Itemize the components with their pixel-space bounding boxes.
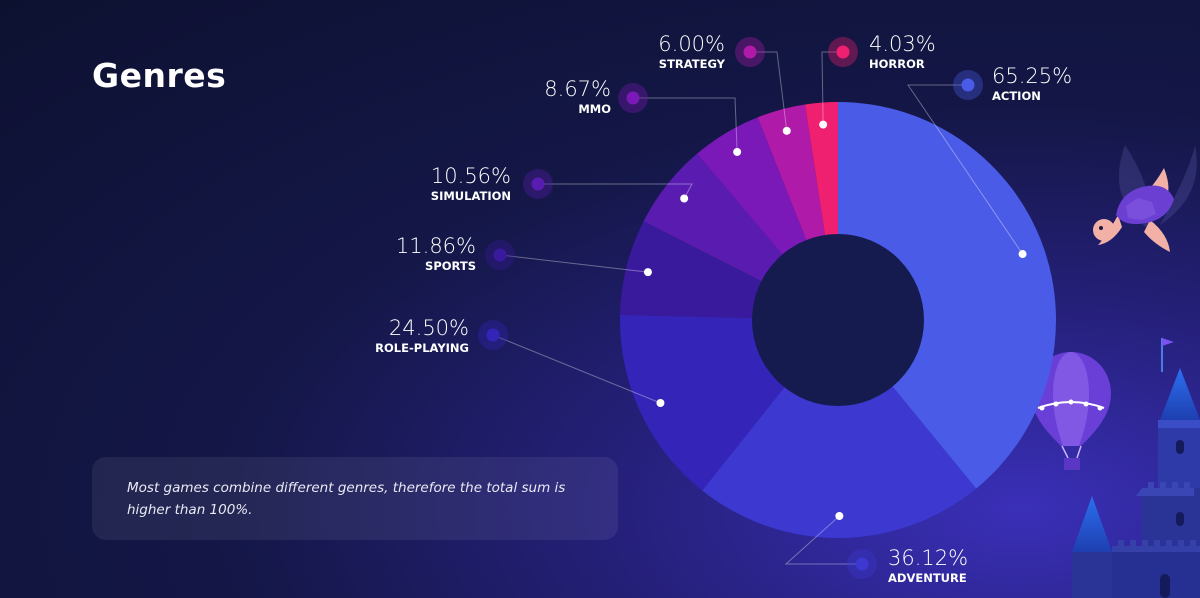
turtle-illustration [1093, 168, 1174, 252]
data-label-simulation: 10.56% [431, 164, 511, 188]
slice-marker-sports [643, 268, 652, 277]
legend-dot-strategy [743, 45, 757, 59]
leader-line-horror [821, 51, 843, 125]
legend-dot-sports [493, 248, 507, 262]
slice-marker-action [1018, 250, 1027, 259]
legend-dot-simulation [531, 177, 545, 191]
slice-marker-simulation [680, 194, 689, 203]
category-label-strategy: STRATEGY [659, 57, 726, 71]
chart-title: Genres [92, 56, 227, 95]
leader-line-action [907, 84, 1023, 255]
donut-hole [752, 234, 924, 406]
legend-dot-adventure [855, 557, 869, 571]
slice-action [838, 102, 1056, 489]
hot-air-balloon-illustration [1031, 352, 1111, 470]
data-label-mmo: 8.67% [544, 77, 611, 101]
slice-marker-strategy [782, 126, 791, 135]
leader-line-adventure [784, 515, 862, 565]
category-label-mmo: MMO [578, 102, 611, 116]
category-label-simulation: SIMULATION [431, 189, 511, 203]
category-label-horror: HORROR [869, 57, 925, 71]
castle-illustration [1072, 338, 1200, 598]
data-label-sports: 11.86% [396, 234, 476, 258]
category-label-role-playing: ROLE-PLAYING [375, 341, 469, 355]
slice-marker-mmo [733, 147, 742, 156]
data-label-action: 65.25% [992, 64, 1072, 88]
data-label-horror: 4.03% [869, 32, 936, 56]
data-label-strategy: 6.00% [658, 32, 725, 56]
footnote-box: Most games combine different genres, the… [92, 457, 618, 540]
leader-line-role-playing [492, 334, 661, 404]
leader-line-strategy [750, 51, 788, 131]
leader-line-simulation [538, 183, 693, 199]
legend-dot-mmo [626, 91, 640, 105]
legend-dot-action [961, 78, 975, 92]
legend-dot-role-playing [486, 328, 500, 342]
slice-adventure [702, 320, 977, 538]
slice-marker-adventure [835, 511, 844, 520]
leader-line-sports [499, 254, 648, 273]
category-label-action: ACTION [992, 89, 1041, 103]
category-label-sports: SPORTS [425, 259, 476, 273]
slice-marker-role-playing [656, 399, 665, 408]
legend-dot-horror [836, 45, 850, 59]
leader-line-mmo [633, 97, 738, 152]
slice-marker-horror [819, 120, 828, 129]
data-label-adventure: 36.12% [888, 546, 968, 570]
category-label-adventure: ADVENTURE [888, 571, 967, 585]
data-label-role-playing: 24.50% [389, 316, 469, 340]
footnote-text: Most games combine different genres, the… [127, 480, 566, 518]
